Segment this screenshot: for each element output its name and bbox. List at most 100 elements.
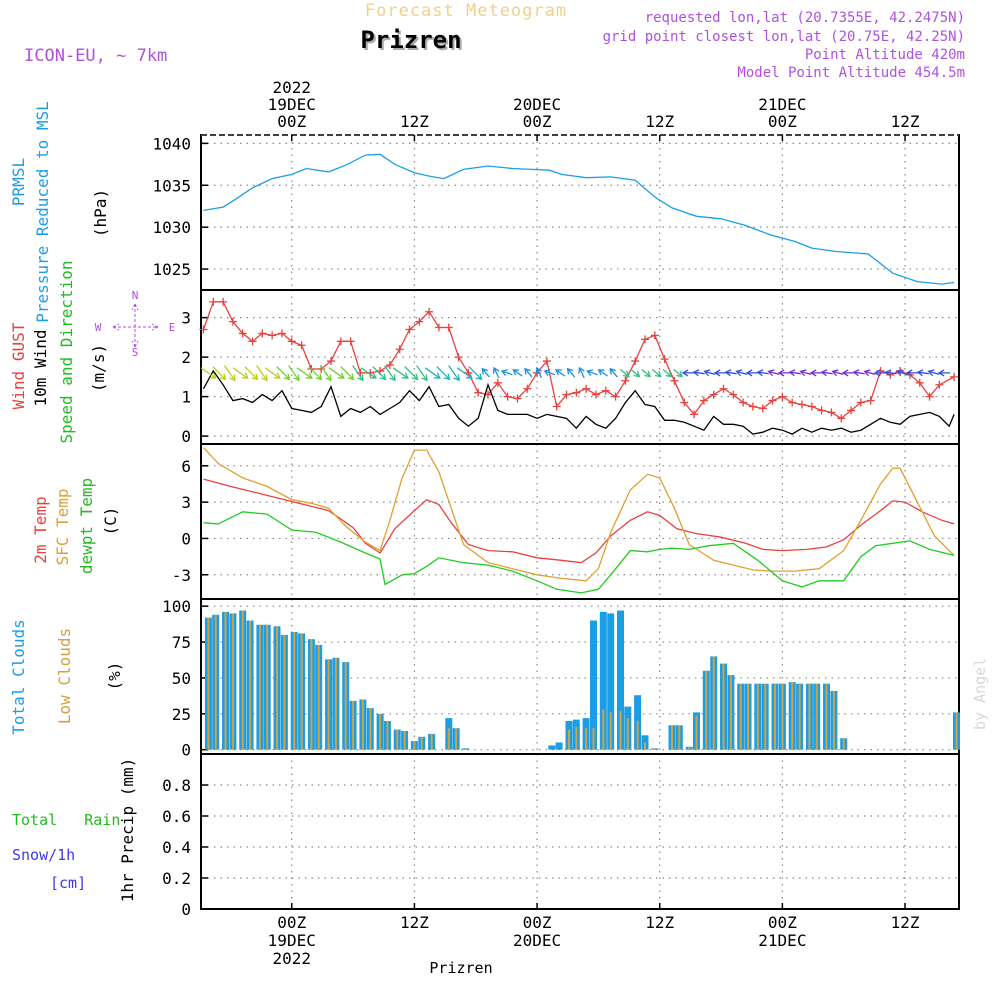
wind-direction-arrow	[735, 369, 748, 377]
gust-marker	[748, 402, 757, 411]
low-clouds-bar	[756, 683, 759, 750]
total-clouds-bar	[617, 610, 624, 750]
wind-direction-arrow	[884, 369, 897, 377]
wind-direction-arrow	[232, 367, 249, 379]
low-clouds-bar	[420, 736, 423, 750]
low-clouds-bar	[327, 659, 330, 750]
time-label-top: 12Z	[645, 112, 674, 131]
total-clouds-bar	[599, 611, 607, 750]
compass-n: N	[132, 289, 139, 302]
low-clouds-bar	[575, 726, 578, 750]
wind-direction-arrow	[524, 367, 533, 378]
gust-marker	[758, 404, 767, 413]
gust-marker	[709, 390, 718, 399]
wind-direction-arrow	[863, 369, 876, 377]
wind-direction-arrow	[799, 369, 812, 377]
low-clouds-bar	[712, 656, 715, 750]
wind-direction-arrow	[200, 367, 217, 379]
gust-marker	[699, 396, 708, 405]
gridpoint-coords: grid point closest lon,lat (20.75E, 42.2…	[603, 29, 965, 45]
gust-marker	[434, 323, 443, 332]
gust-marker	[631, 357, 640, 366]
wind-direction-arrow	[841, 369, 855, 377]
axes-layer: 1025 1030 1035 1040 0 1 2 3 -3 0 3 6 0 25 50 75 100 0 0.2 0…	[152, 78, 960, 968]
wind-direction-arrow	[456, 367, 473, 379]
label-wind-gust: Wind GUST	[9, 322, 28, 409]
gust-marker	[572, 388, 581, 397]
time-label-bottom: 00Z	[523, 913, 552, 932]
label-prmsl: PRMSL	[9, 158, 28, 206]
wind-direction-arrow	[448, 365, 460, 382]
y-tick-label: -3	[172, 566, 191, 585]
wind-direction-arrow	[609, 367, 618, 378]
label-dewpt-temp: dewpt Temp	[77, 478, 96, 574]
wind-direction-arrow	[703, 369, 716, 377]
gust-marker	[219, 297, 228, 306]
gust-marker	[474, 388, 483, 397]
gust-marker	[415, 317, 424, 326]
gust-marker	[788, 398, 797, 407]
low-clouds-bar	[344, 662, 347, 750]
low-clouds-bar	[369, 708, 372, 750]
gust-marker	[336, 337, 345, 346]
wind-direction-arrow	[673, 368, 684, 378]
low-clouds-bar	[249, 620, 252, 750]
y-tick-label: 1035	[152, 176, 191, 195]
label-speed-direction: Speed and Direction	[57, 260, 76, 443]
y-tick-label: 6	[181, 457, 191, 476]
wind-direction-arrow	[597, 369, 609, 377]
label-ms: (m/s)	[89, 344, 108, 392]
temp-sfc-line	[203, 447, 955, 582]
cloud-panel-labels: Total Clouds Low Clouds (%)	[9, 619, 124, 735]
low-clouds-bar	[609, 712, 612, 750]
location-title: Prizren	[360, 26, 461, 54]
low-clouds-bar	[671, 725, 673, 750]
gust-marker	[650, 331, 659, 340]
low-clouds-bar	[585, 728, 588, 750]
low-clouds-bar	[317, 644, 320, 750]
wind-direction-arrow	[492, 366, 500, 379]
low-clouds-bar	[791, 682, 794, 750]
footer-location: Prizren	[429, 959, 492, 977]
gust-marker	[729, 390, 738, 399]
low-clouds-bar	[729, 675, 732, 750]
wind-direction-arrow	[809, 369, 823, 377]
label-hpa: (hPa)	[91, 189, 110, 237]
time-label-top: 19DEC	[268, 95, 316, 114]
wind-direction-arrow	[212, 366, 227, 381]
low-clouds-bar	[678, 725, 681, 750]
time-label-top: 20DEC	[513, 95, 561, 114]
low-clouds-bar	[293, 632, 296, 750]
total-clouds-bar	[607, 613, 615, 750]
wind-direction-arrow	[244, 366, 259, 381]
wind-direction-arrow	[767, 369, 780, 377]
gust-marker	[238, 329, 247, 338]
gust-marker	[327, 357, 336, 366]
label-pressure-msl: Pressure Reduced to MSL	[33, 101, 52, 323]
y-tick-label: 0.8	[162, 776, 191, 795]
low-clouds-bar	[224, 611, 227, 750]
wind-direction-arrow	[681, 369, 694, 377]
wind-direction-arrow	[831, 369, 844, 377]
watermark: by Angel	[971, 658, 989, 730]
gust-marker	[395, 345, 404, 354]
low-clouds-bar	[832, 690, 835, 750]
wind-direction-arrow	[756, 369, 769, 377]
gust-marker	[513, 394, 522, 403]
gust-marker	[582, 384, 591, 393]
y-tick-label: 1	[181, 388, 191, 407]
gust-marker	[621, 376, 630, 385]
gust-marker	[601, 386, 610, 395]
time-label-top: 00Z	[768, 112, 797, 131]
y-tick-label: 0	[181, 529, 191, 548]
label-2m-temp: 2m Temp	[31, 496, 50, 563]
gust-marker	[523, 384, 532, 393]
low-clouds-bar	[568, 729, 570, 750]
low-clouds-bar	[825, 683, 828, 750]
low-clouds-bar	[705, 670, 708, 750]
y-tick-label: 1040	[152, 134, 191, 153]
wind-direction-arrow	[820, 369, 833, 377]
low-clouds-bar	[764, 683, 767, 750]
temp-2m-line	[203, 478, 955, 564]
